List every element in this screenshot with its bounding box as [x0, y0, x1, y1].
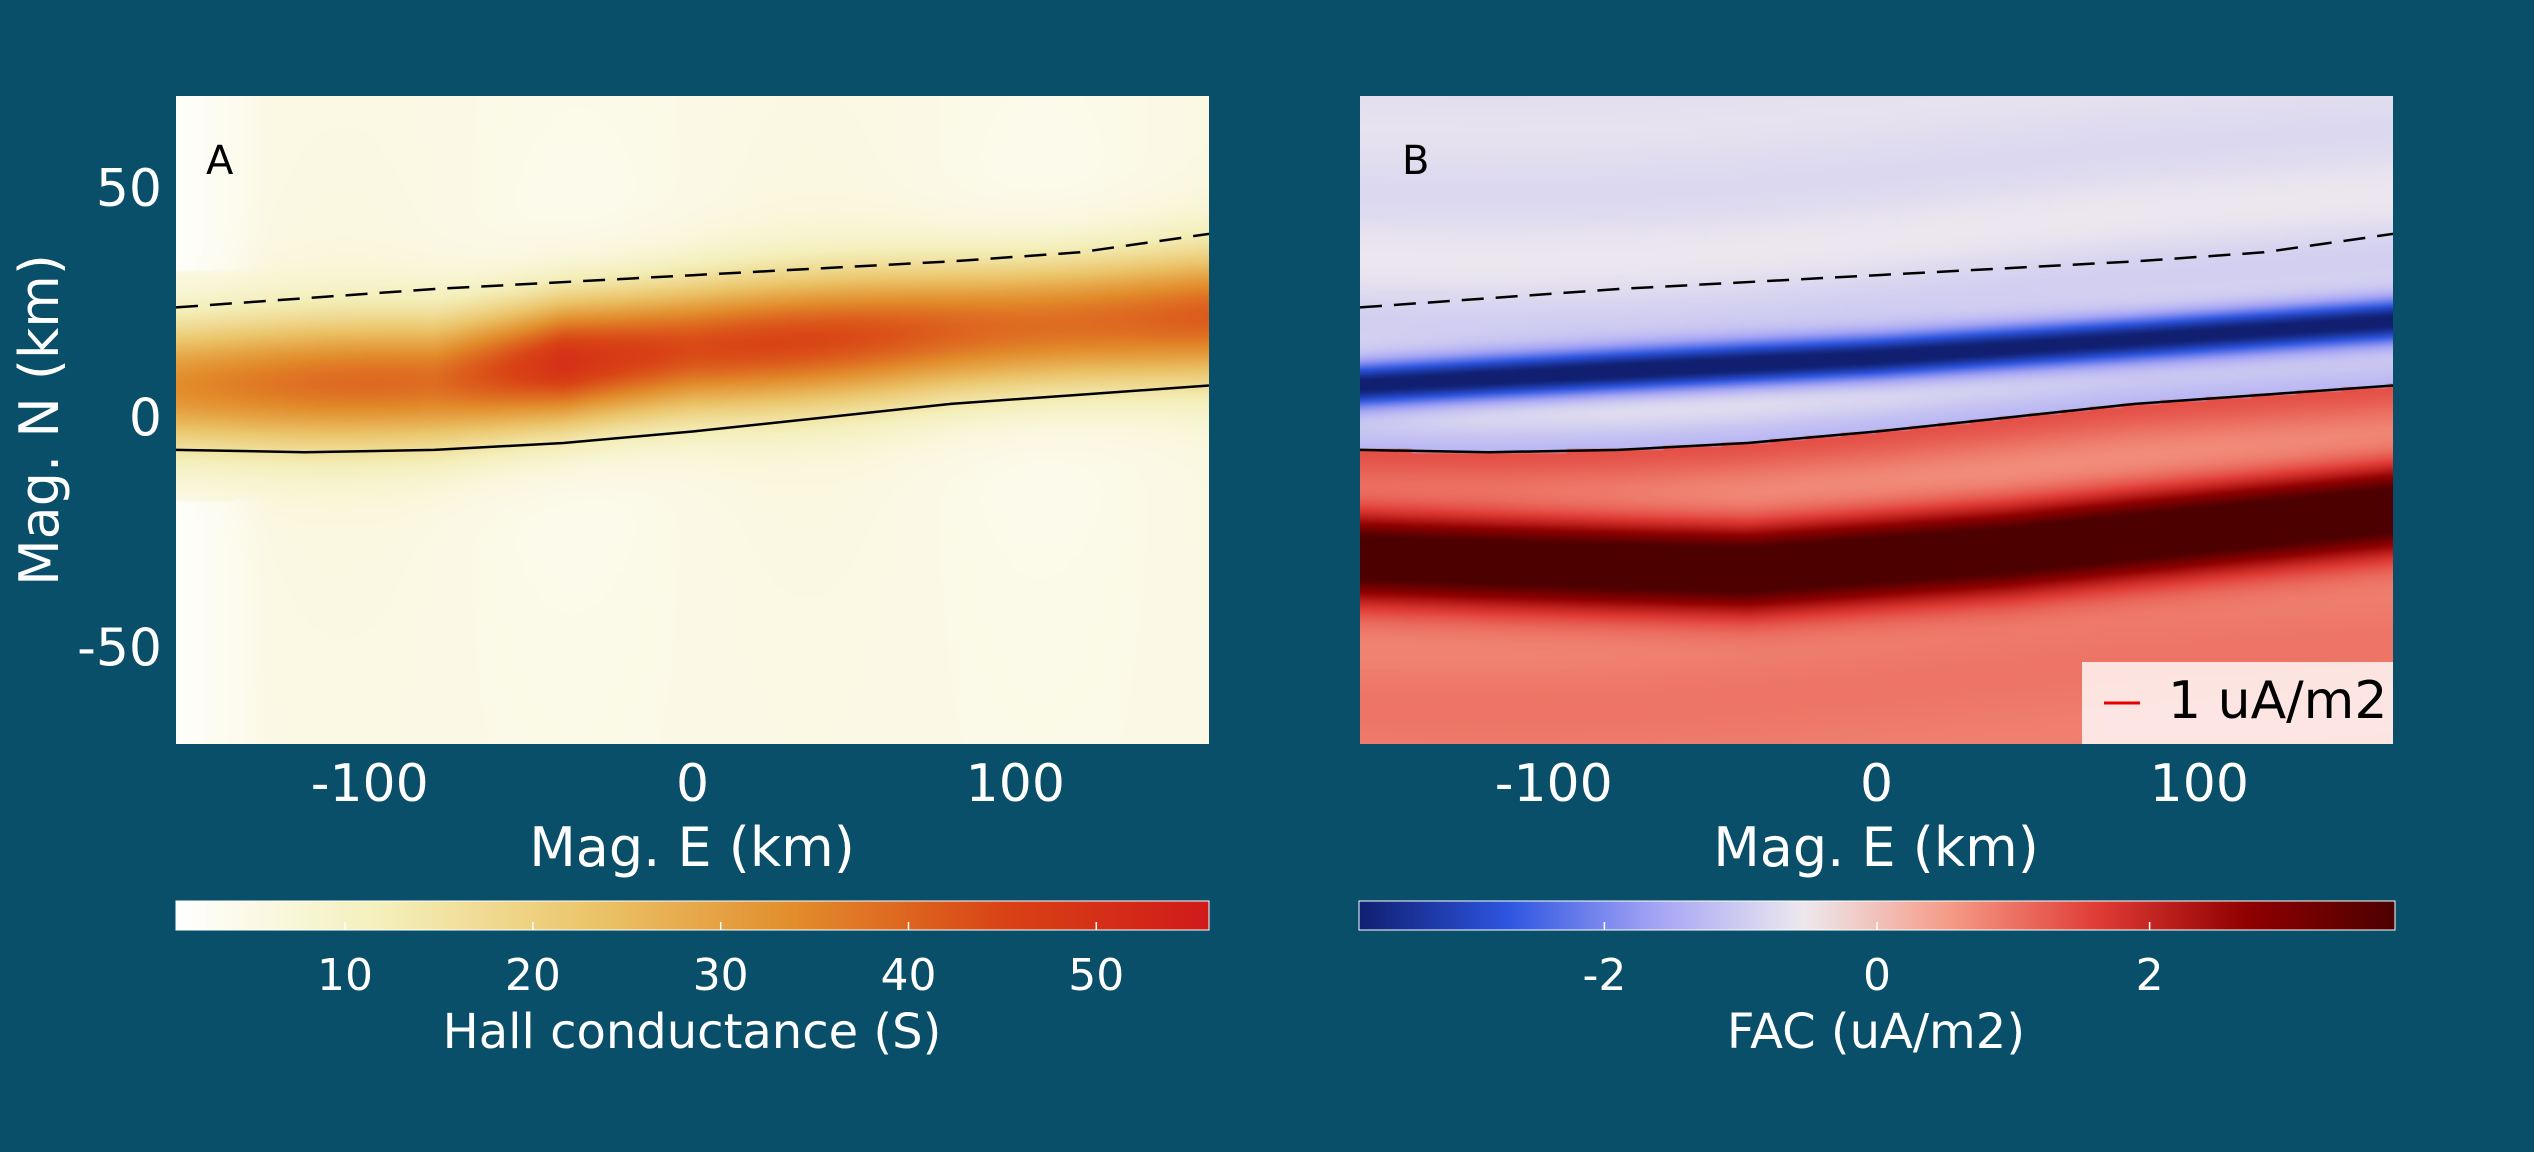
- x-tick-label: -100: [1495, 754, 1613, 814]
- fac-heatmap: [1360, 96, 2393, 744]
- panel-a-boundary-lines: [176, 232, 1209, 454]
- panel-a-x-tick-labels: -100 0 100: [311, 754, 1065, 814]
- x-tick-label: 100: [2150, 754, 2249, 814]
- fac-colorbar-title: FAC (uA/m2): [1727, 1004, 2025, 1060]
- y-tick-label: -50: [77, 619, 162, 679]
- x-tick-label: 0: [1860, 754, 1893, 814]
- panel-a-plot: [176, 96, 1209, 744]
- y-tick-label: 50: [96, 159, 162, 219]
- colorbar-tick-label: 30: [693, 950, 749, 1001]
- colorbar-tick-label: 10: [317, 950, 373, 1001]
- x-tick-label: 0: [676, 754, 709, 814]
- x-tick-label: -100: [311, 754, 429, 814]
- panel-b-plot: [1360, 96, 2393, 744]
- panel-a-letter: A: [206, 138, 234, 184]
- hall-colorbar-ticks: 10 20 30 40 50: [317, 922, 1124, 1001]
- fac-colorbar-ticks: -2 0 2: [1582, 922, 2164, 1001]
- panel-b-letter: B: [1402, 138, 1429, 184]
- panel-a-y-tick-labels: 50 0 -50: [77, 159, 162, 679]
- x-tick-label: 100: [966, 754, 1065, 814]
- colorbar-tick-label: 40: [881, 950, 937, 1001]
- colorbar-tick-label: 2: [2136, 950, 2164, 1001]
- colorbar-tick-label: 0: [1863, 950, 1891, 1001]
- boundary-line-solid: [1360, 384, 2393, 454]
- boundary-line-dashed: [176, 232, 1209, 309]
- panel-b-x-axis-title: Mag. E (km): [1713, 816, 2039, 879]
- fac-colorbar: -2 0 2 FAC (uA/m2): [1358, 900, 2396, 1060]
- panel-a: A -100 0 100 50 0 -50 Mag. E (km) Mag. N (km…: [8, 96, 1209, 879]
- fac-legend: 1 uA/m2: [2082, 662, 2393, 744]
- boundary-line-dashed: [1360, 232, 2393, 309]
- colorbar-tick-label: 50: [1068, 950, 1124, 1001]
- y-tick-label: 0: [129, 389, 162, 449]
- colorbar-tick-label: -2: [1582, 950, 1626, 1001]
- hall-colorbar: 10 20 30 40 50 Hall conductance (S): [175, 900, 1210, 1060]
- fac-legend-label: 1 uA/m2: [2168, 671, 2387, 731]
- hall-conductance-heatmap: [176, 96, 1209, 744]
- hall-colorbar-bar: [175, 900, 1210, 931]
- colorbar-tick-label: 20: [505, 950, 561, 1001]
- boundary-line-solid: [176, 384, 1209, 454]
- panel-b-x-tick-labels: -100 0 100: [1495, 754, 2249, 814]
- hall-colorbar-title: Hall conductance (S): [443, 1004, 942, 1060]
- panel-a-x-axis-title: Mag. E (km): [529, 816, 855, 879]
- panel-b: B 1 uA/m2 -100 0 100 Mag. E (km): [1360, 96, 2393, 879]
- panel-b-boundary-lines: [1360, 232, 2393, 454]
- panel-a-y-axis-title: Mag. N (km): [8, 254, 71, 586]
